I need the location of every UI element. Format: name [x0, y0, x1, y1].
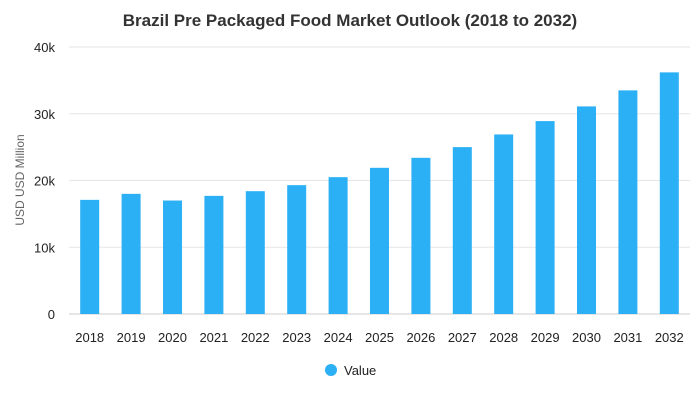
bar-2020[interactable]	[163, 200, 182, 314]
bar-2030[interactable]	[577, 106, 596, 314]
x-tick-label: 2029	[531, 330, 560, 345]
x-tick-label: 2024	[324, 330, 353, 345]
x-tick-label: 2021	[199, 330, 228, 345]
y-tick-label: 30k	[34, 107, 55, 122]
bar-2019[interactable]	[121, 193, 141, 314]
y-tick-label: 0	[48, 307, 55, 322]
x-tick-label: 2019	[117, 330, 146, 345]
bar-2024[interactable]	[328, 177, 348, 314]
legend[interactable]: Value	[325, 363, 376, 378]
x-tick-label: 2028	[489, 330, 518, 345]
x-tick-label: 2032	[655, 330, 684, 345]
x-tick-label: 2027	[448, 330, 477, 345]
bar-2026[interactable]	[411, 157, 431, 314]
y-axis-title: USD USD Million	[13, 134, 27, 225]
legend-label-value: Value	[344, 363, 376, 378]
bars	[80, 72, 679, 315]
x-tick-label: 2031	[613, 330, 642, 345]
x-axis-ticks: 2018 2019 2020 2021 2022 2023 2024 2025 2026 2027…	[75, 330, 684, 345]
x-tick-label: 2018	[75, 330, 104, 345]
y-tick-label: 10k	[34, 240, 55, 255]
x-tick-label: 2026	[406, 330, 435, 345]
bar-2021[interactable]	[204, 195, 224, 314]
bar-2029[interactable]	[535, 121, 555, 314]
x-tick-label: 2030	[572, 330, 601, 345]
y-tick-label: 20k	[34, 174, 55, 189]
bar-2027[interactable]	[452, 147, 472, 314]
legend-marker	[325, 364, 337, 376]
bar-2031[interactable]	[618, 90, 638, 314]
x-tick-label: 2020	[158, 330, 187, 345]
bar-2028[interactable]	[494, 134, 514, 314]
bar-2018[interactable]	[80, 199, 100, 314]
x-tick-label: 2025	[365, 330, 394, 345]
bar-2023[interactable]	[287, 185, 307, 314]
y-axis-ticks: 0 10k 20k 30k 40k	[34, 40, 55, 322]
y-tick-label: 40k	[34, 40, 55, 55]
x-tick-label: 2023	[282, 330, 311, 345]
bar-2025[interactable]	[370, 167, 389, 314]
chart-title: Brazil Pre Packaged Food Market Outlook …	[123, 11, 577, 30]
bar-2022[interactable]	[245, 191, 265, 314]
x-tick-label: 2022	[241, 330, 270, 345]
bar-2032[interactable]	[659, 72, 679, 315]
